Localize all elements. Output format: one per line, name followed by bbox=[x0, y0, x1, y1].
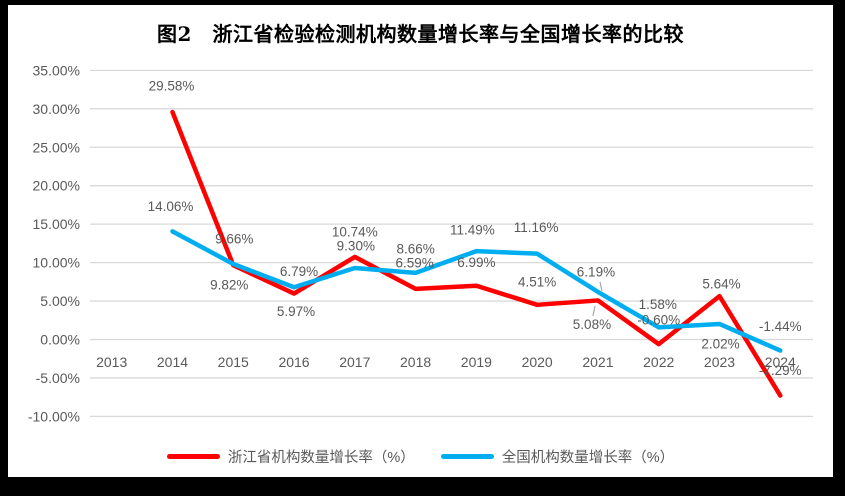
data-point-label: -7.29% bbox=[759, 363, 802, 378]
y-axis-tick-label: -5.00% bbox=[36, 370, 80, 386]
legend-item-zhejiang: 浙江省机构数量增长率（%） bbox=[166, 446, 415, 467]
chart-title: 图2 浙江省检验检测机构数量增长率与全国增长率的比较 bbox=[157, 22, 684, 46]
x-axis-tick-label: 2013 bbox=[96, 354, 127, 370]
legend-line-swatch-zhejiang bbox=[166, 454, 220, 459]
x-axis-tick-label: 2021 bbox=[582, 354, 613, 370]
data-point-label: 9.66% bbox=[215, 232, 253, 247]
chart-canvas: 图2 浙江省检验检测机构数量增长率与全国增长率的比较 35.00% 30.00% 2… bbox=[8, 5, 833, 477]
data-point-label: 6.99% bbox=[457, 255, 495, 270]
x-axis-tick-label: 2018 bbox=[400, 354, 431, 370]
data-point-label: 8.66% bbox=[396, 241, 434, 256]
x-axis-tick-label: 2016 bbox=[278, 354, 309, 370]
legend-line-swatch-national bbox=[440, 454, 494, 459]
data-point-label: 11.16% bbox=[514, 220, 559, 235]
data-point-label: 5.64% bbox=[702, 277, 740, 292]
data-label-leader-line bbox=[599, 281, 603, 292]
y-axis-tick-label: 15.00% bbox=[33, 216, 80, 232]
data-point-label: 9.82% bbox=[210, 277, 248, 292]
legend-label-national: 全国机构数量增长率（%） bbox=[501, 450, 675, 466]
x-axis-tick-label: 2022 bbox=[643, 354, 674, 370]
data-point-label: 9.30% bbox=[337, 238, 375, 253]
x-axis-tick-label: 2017 bbox=[339, 354, 370, 370]
series-line-national bbox=[170, 229, 783, 353]
data-point-label: 10.74% bbox=[332, 224, 378, 239]
data-point-label: 6.19% bbox=[577, 264, 615, 279]
x-axis-tick-label: 2015 bbox=[218, 354, 249, 370]
data-point-label: 5.97% bbox=[277, 304, 315, 319]
legend-label-zhejiang: 浙江省机构数量增长率（%） bbox=[227, 450, 415, 466]
data-label-leader-line bbox=[592, 305, 596, 317]
x-axis-tick-label: 2023 bbox=[704, 354, 735, 370]
y-axis-tick-label: 5.00% bbox=[40, 293, 80, 309]
data-point-label: 2.02% bbox=[701, 336, 739, 351]
x-axis-tick-label: 2014 bbox=[157, 354, 188, 370]
y-axis-tick-label: 35.00% bbox=[33, 62, 80, 78]
data-point-label: 1.58% bbox=[639, 297, 677, 312]
y-axis-tick-label: 0.00% bbox=[40, 332, 80, 348]
chart-legend: 浙江省机构数量增长率（%） 全国机构数量增长率（%） bbox=[8, 446, 833, 467]
y-axis-tick-label: 10.00% bbox=[33, 255, 80, 271]
x-axis-tick-label: 2019 bbox=[461, 354, 492, 370]
data-point-label: -1.44% bbox=[759, 319, 802, 334]
data-point-label: 6.59% bbox=[395, 255, 433, 270]
y-axis-tick-label: 30.00% bbox=[33, 101, 80, 117]
data-point-label: 4.51% bbox=[518, 274, 556, 289]
data-point-label: 29.58% bbox=[149, 79, 195, 94]
data-point-label: 11.49% bbox=[450, 223, 495, 238]
data-point-label: 6.79% bbox=[280, 264, 318, 279]
y-axis-tick-label: -10.00% bbox=[28, 408, 80, 424]
x-axis-tick-label: 2024 bbox=[765, 354, 796, 370]
data-point-label: -0.60% bbox=[637, 313, 680, 328]
y-axis-tick-label: 25.00% bbox=[33, 139, 80, 155]
y-axis-tick-label: 20.00% bbox=[33, 178, 80, 194]
data-point-label: 5.08% bbox=[573, 317, 611, 332]
x-axis-tick-label: 2020 bbox=[522, 354, 553, 370]
legend-item-national: 全国机构数量增长率（%） bbox=[440, 446, 675, 467]
data-point-label: 14.06% bbox=[148, 199, 194, 214]
